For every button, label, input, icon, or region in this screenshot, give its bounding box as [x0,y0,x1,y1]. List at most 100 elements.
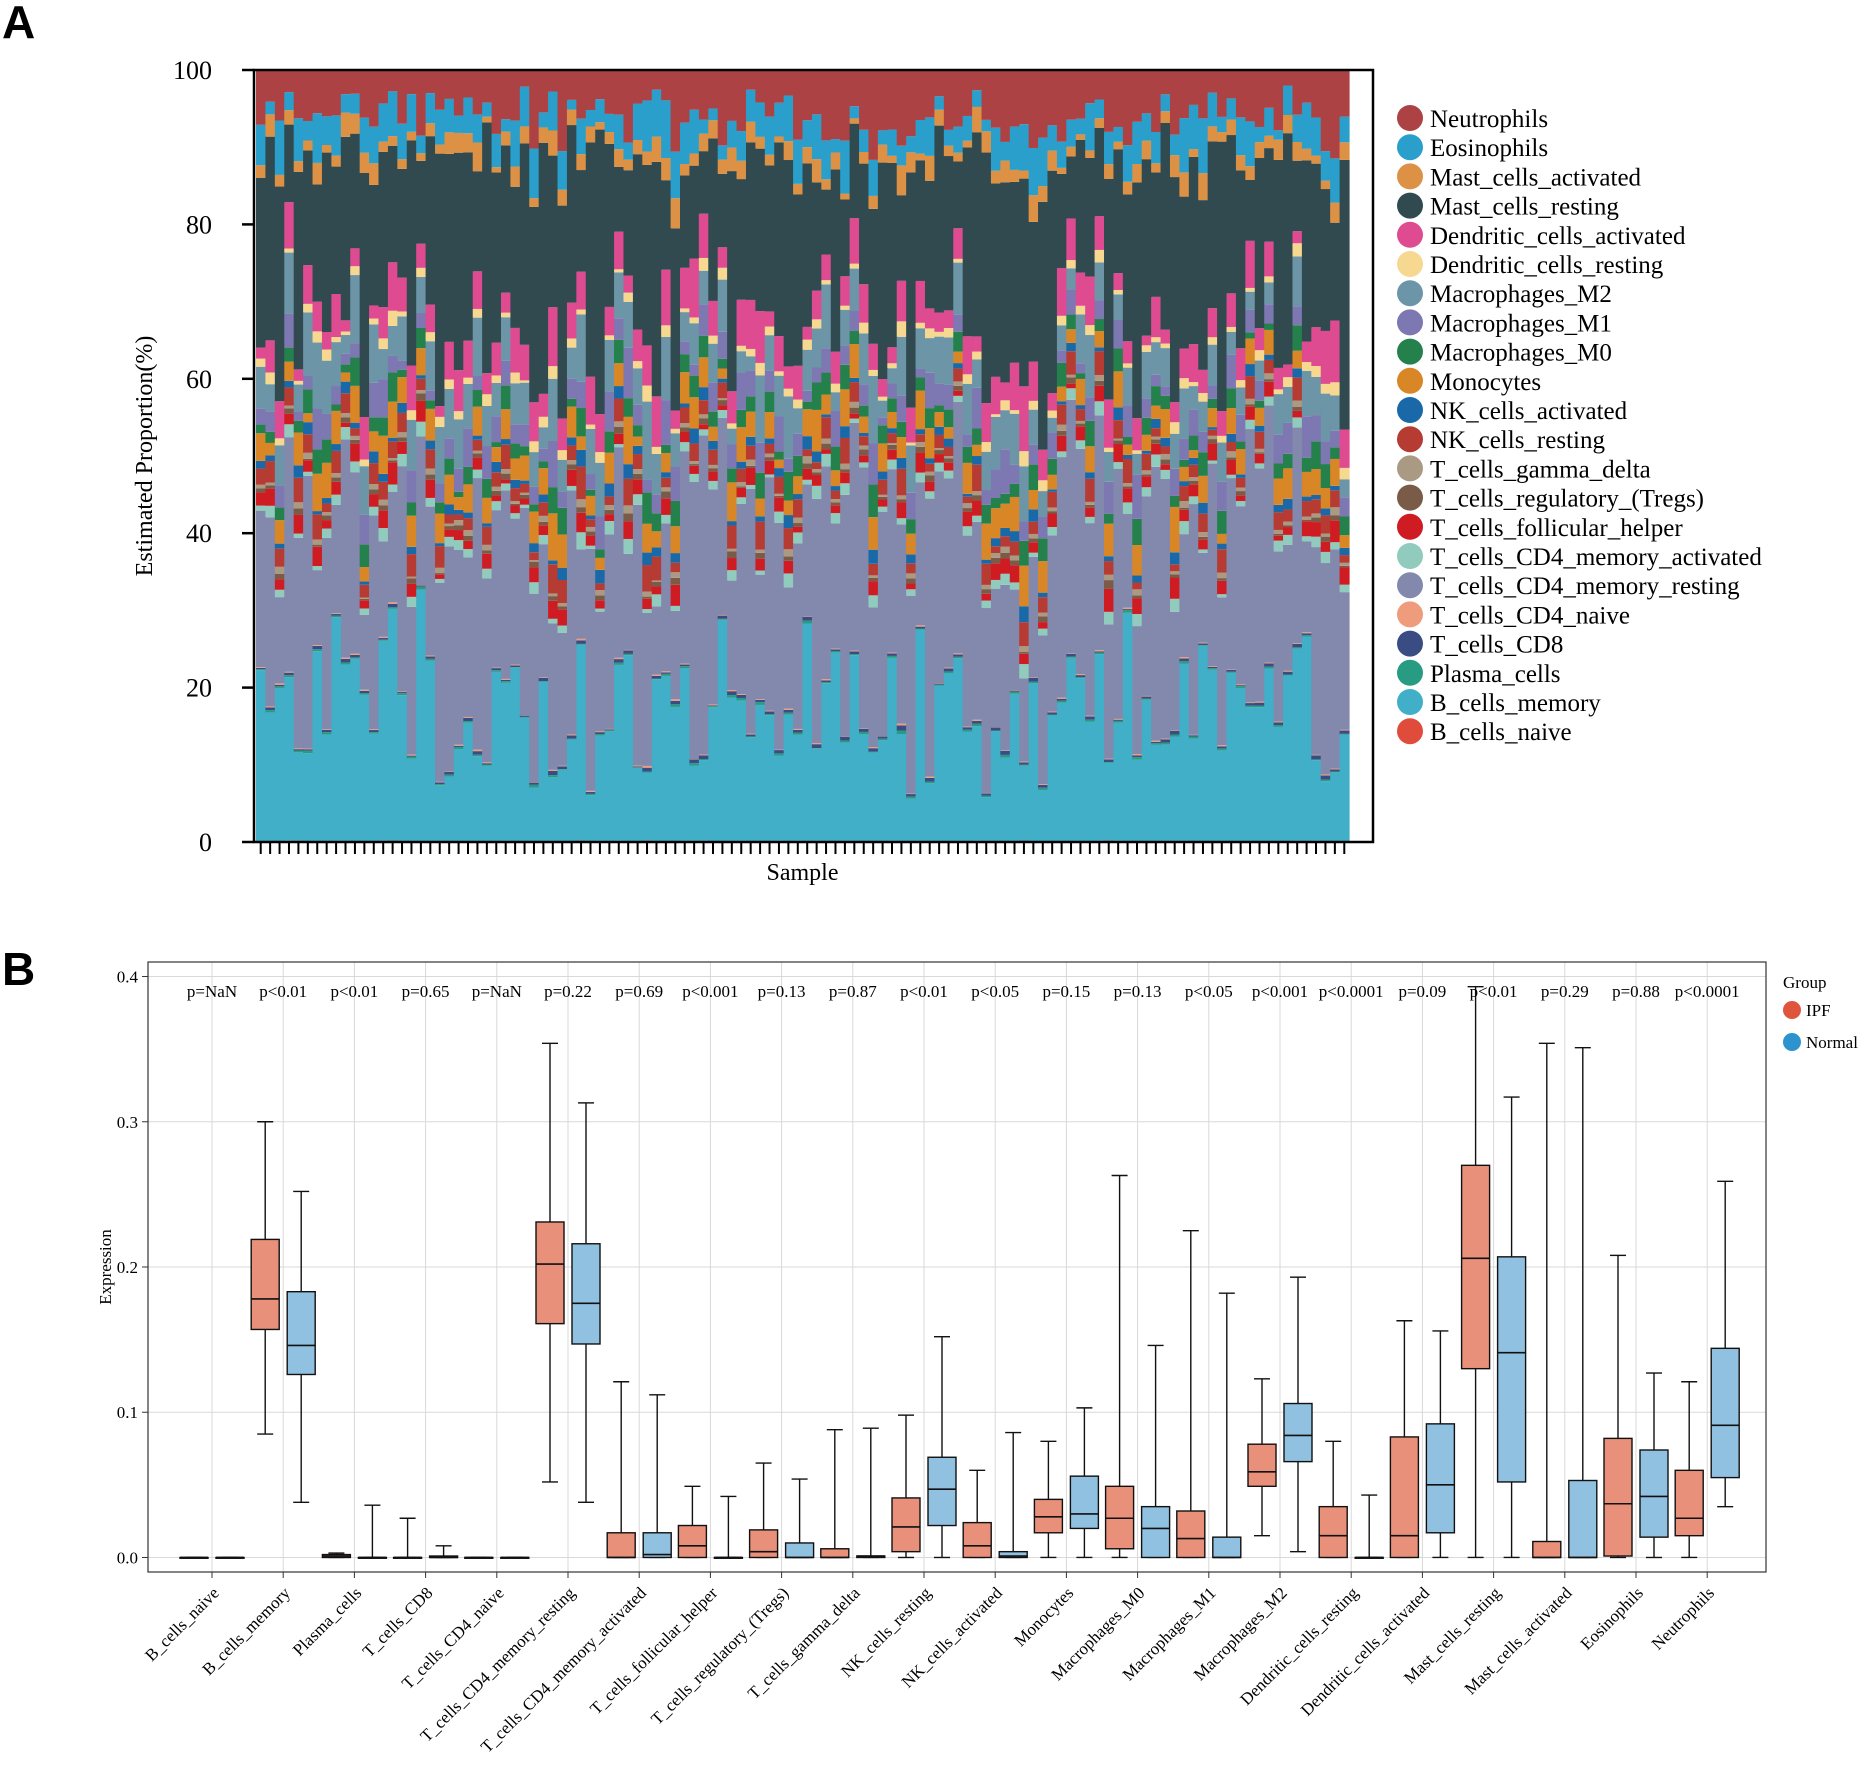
a-bar-segment [576,170,587,272]
a-bar-segment [764,460,775,475]
a-bar-segment [1094,70,1105,100]
a-bar-segment [1141,113,1152,141]
a-bar-segment [915,625,926,627]
a-bar-segment [1094,652,1105,655]
a-bar-segment [557,766,568,770]
a-bar-segment [274,520,285,544]
a-bar-segment [1066,351,1077,375]
a-bar-segment [350,275,361,344]
b-box-normal [1710,1347,1740,1479]
a-bar-segment [1047,150,1058,171]
a-bar-segment [538,427,549,449]
b-box-ipf [820,1548,850,1559]
a-bar-segment [604,496,615,505]
a-bar-segment [1301,457,1312,472]
a-bar-segment [1245,240,1256,288]
a-bar-segment [642,401,653,480]
a-bar-segment [416,586,427,590]
a-bar-segment [1245,429,1256,703]
a-bar-segment [821,438,832,444]
a-bar-segment [717,615,728,619]
a-bar-segment [934,426,945,435]
a-bar-segment [529,441,540,453]
a-bar-segment [1066,260,1077,269]
a-bar-segment [1273,159,1284,368]
a-bar-segment [1169,422,1180,434]
a-bar-segment [1283,674,1294,676]
a-bar-segment [1075,272,1086,306]
a-bar-segment [463,377,474,384]
a-bar-segment [859,333,870,385]
a-bar-segment [1226,388,1237,409]
b-box-ipf [1389,1436,1420,1559]
a-bar-segment [1283,509,1294,522]
a-bar-segment [548,155,559,308]
a-bar-segment [1179,658,1190,662]
a-bar-segment [868,484,879,518]
a-bar-segment [1132,182,1143,419]
a-bar-segment [623,301,634,348]
a-bar-segment [303,748,314,750]
a-bar-segment [632,404,643,426]
a-bar-segment [331,342,342,387]
a-bar-segment [500,483,511,491]
a-bar-segment [1207,398,1218,409]
a-bar-segment [915,628,926,630]
a-bar-segment [1179,438,1190,460]
a-bar-segment [962,115,973,141]
a-bar-segment [1188,484,1199,497]
a-bar-segment [274,120,285,175]
a-bar-segment [708,705,719,707]
a-bar-segment [1179,509,1190,522]
b-pvalue-label: p<0.01 [330,982,378,1001]
a-bar-segment [708,411,719,427]
a-bar-segment [981,523,992,560]
a-bar-segment [745,348,756,357]
a-bar-segment [416,436,427,586]
a-bar-segment [491,670,502,672]
a-bar-segment [651,606,662,675]
a-bar-segment [802,163,813,327]
a-bar-segment [350,461,361,473]
a-bar-segment [1169,506,1180,553]
a-bar-segment [632,479,643,495]
a-bar-segment [529,582,540,594]
a-bar-segment [915,442,926,447]
a-bar-segment [764,477,775,711]
a-bar-segment [934,683,945,685]
a-bar-segment [1104,178,1115,400]
a-bar-segment [529,402,540,442]
a-bar-segment [661,100,672,159]
a-bar-segment [868,517,879,550]
a-bar-segment [1217,533,1228,544]
b-x-tick-label: T_cells_regulatory_(Tregs) [647,1583,792,1728]
a-legend-label: T_cells_follicular_helper [1430,515,1683,542]
a-bar-segment [274,548,285,567]
a-bar-segment [1301,496,1312,502]
b-y-axis-title: Expression [96,1229,115,1305]
a-bar-segment [689,428,700,444]
a-bar-segment [1207,668,1218,670]
a-bar-segment [1264,405,1275,663]
a-bar-segment [463,716,474,718]
a-bar-segment [614,447,625,658]
a-bar-segment [915,328,926,369]
a-bar-segment [1056,457,1067,698]
a-bar-segment [519,344,530,381]
a-bar-segment [896,495,907,500]
a-bar-segment [1283,422,1294,454]
a-bar-segment [595,608,606,612]
a-bar-segment [1311,759,1322,761]
a-bar-segment [953,331,964,352]
a-bar-segment [1151,342,1162,375]
a-bar-segment [1311,327,1322,366]
a-bar-segment [1038,491,1049,517]
a-bar-segment [868,575,879,578]
a-bar-segment [1056,173,1067,268]
a-bar-segment [1339,584,1350,593]
a-legend-swatch [1397,163,1423,190]
a-bar-segment [406,502,417,516]
a-bar-segment [312,651,323,842]
a-bar-segment [1009,690,1020,692]
